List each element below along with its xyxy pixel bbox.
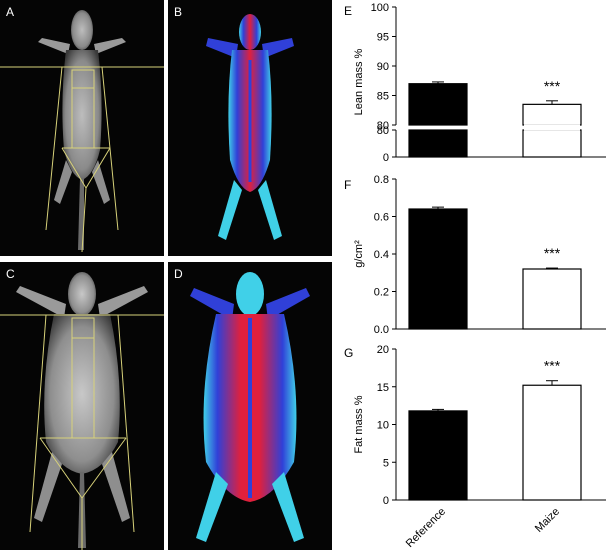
e-upper-90-tick-label: 90 xyxy=(377,61,389,73)
g-0-tick-label: 0 xyxy=(383,495,389,507)
f-bar-reference xyxy=(408,208,468,330)
e-lower-80-tick-label: 80 xyxy=(377,125,389,137)
panel-e-label: E xyxy=(344,4,353,18)
f-y-axis-label: g/cm² xyxy=(353,240,365,268)
e-lower-0-tick-label: 0 xyxy=(383,152,389,164)
f-0.8-tick-label: 0.8 xyxy=(374,174,389,186)
panel-a-label: A xyxy=(6,5,15,19)
panel-b-label: B xyxy=(174,5,183,19)
e-upper-85-tick-label: 85 xyxy=(377,91,389,103)
e-bar-reference-lower xyxy=(408,129,468,158)
x-category-label-maize: Maize xyxy=(533,506,562,535)
g-bar-maize-significance: *** xyxy=(544,358,561,374)
g-15-tick-label: 15 xyxy=(377,382,389,394)
g-5-tick-label: 5 xyxy=(383,457,389,469)
f-0-tick-label: 0.0 xyxy=(374,324,389,336)
panel-d-scan: D xyxy=(168,262,332,550)
e-bar-maize-significance: *** xyxy=(544,78,561,94)
panel-b-scan: B xyxy=(168,0,332,256)
panel-c-scan: C xyxy=(0,262,164,550)
x-category-label-reference: Reference xyxy=(404,506,448,550)
mouse-xray-c xyxy=(0,272,164,550)
panel-a-scan: A xyxy=(0,0,164,256)
f-0.6-tick-label: 0.6 xyxy=(374,212,389,224)
e-upper-100-tick-label: 100 xyxy=(371,2,389,14)
e-bar-maize-lower xyxy=(522,129,582,158)
f-0.2-tick-label: 0.2 xyxy=(374,287,389,299)
g-20-tick-label: 20 xyxy=(377,344,389,356)
g-10-tick-label: 10 xyxy=(377,420,389,432)
panel-c-label: C xyxy=(6,267,15,281)
e-y-axis-label: Lean mass % xyxy=(353,48,365,115)
e-upper-80-tick-label: 80 xyxy=(377,120,389,132)
g-bar-maize xyxy=(522,384,582,501)
mouse-xray-a xyxy=(0,10,164,253)
g-y-axis-label: Fat mass % xyxy=(353,395,365,453)
e-upper-95-tick-label: 95 xyxy=(377,32,389,44)
panel-g-label: G xyxy=(344,346,354,360)
mouse-heatmap-d xyxy=(190,272,310,542)
f-0.4-tick-label: 0.4 xyxy=(374,249,389,261)
e-bar-reference-upper xyxy=(408,83,468,126)
g-bar-reference xyxy=(408,410,468,501)
f-bar-maize-significance: *** xyxy=(544,245,561,261)
mouse-heatmap-b xyxy=(206,14,294,240)
e-bar-maize-upper xyxy=(522,103,582,126)
e-bar-maize-gap xyxy=(524,124,580,131)
f-bar-maize xyxy=(522,268,582,330)
panel-f-label: F xyxy=(344,178,352,192)
panel-d-label: D xyxy=(174,267,183,281)
